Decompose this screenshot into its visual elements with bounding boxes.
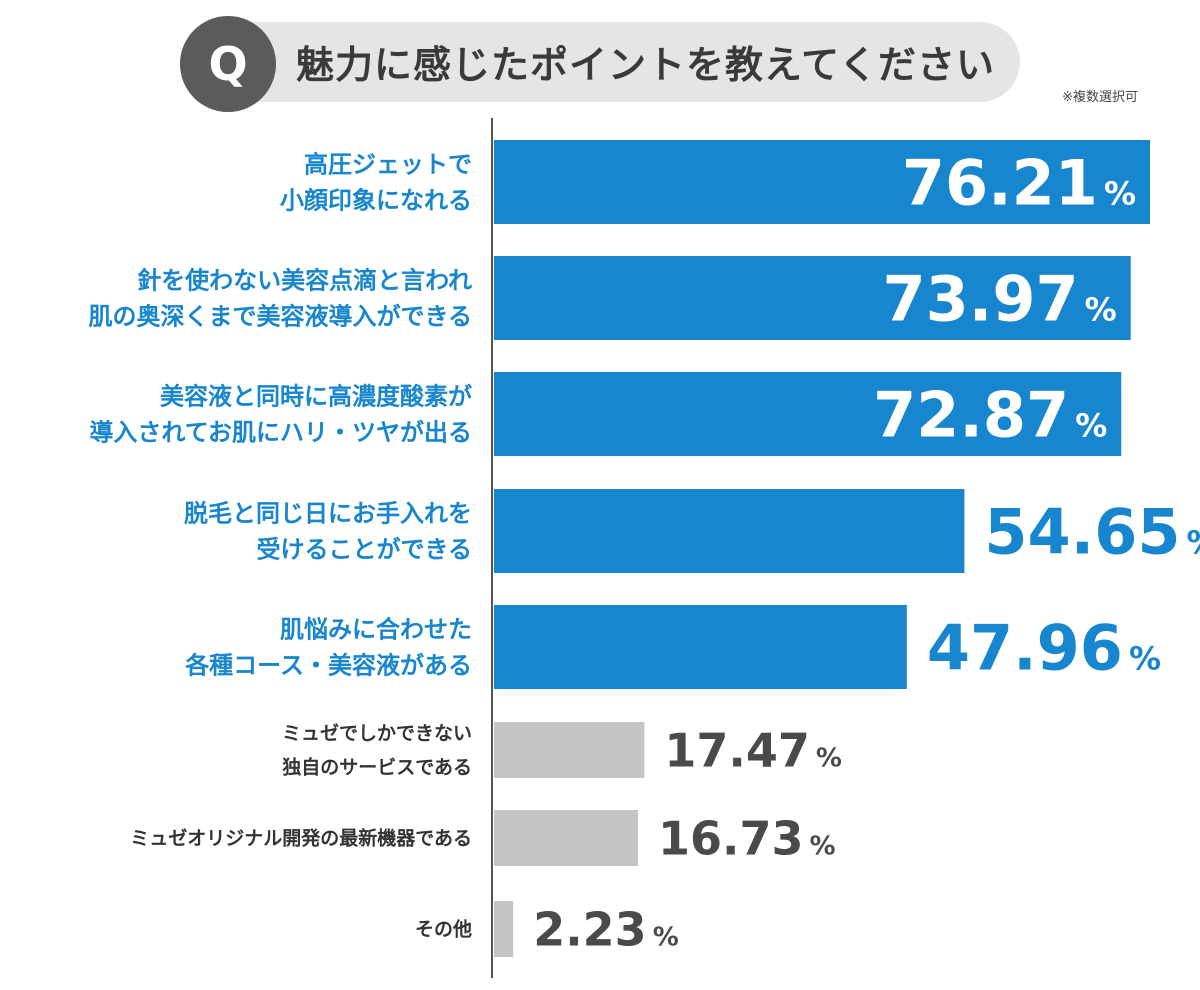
category-label: 高圧ジェットで — [304, 150, 472, 178]
category-label: ミュゼでしかできない — [282, 722, 472, 745]
percent-unit: % — [653, 923, 679, 953]
value-number: 73.97 — [883, 262, 1079, 335]
category-label: 針を使わない美容点滴と言われ — [137, 266, 472, 294]
category-label: 小顔印象になれる — [280, 186, 472, 214]
question-banner — [180, 22, 1020, 102]
value-number: 54.65 — [984, 495, 1180, 568]
percent-unit: % — [816, 744, 842, 774]
category-label: その他 — [415, 918, 472, 941]
multiple-choice-note: ※複数選択可 — [1062, 90, 1138, 105]
value-number: 76.21 — [902, 146, 1098, 219]
category-label: 受けることができる — [256, 535, 472, 563]
bar-8 — [494, 901, 514, 957]
category-label: 肌の奥深くまで美容液導入ができる — [88, 302, 472, 330]
value-label: 72.87% — [873, 378, 1107, 451]
bar-6 — [494, 722, 645, 778]
percent-unit: % — [810, 832, 836, 862]
bar-4 — [494, 489, 965, 573]
percent-unit: % — [1085, 290, 1117, 328]
category-label: 脱毛と同じ日にお手入れを — [184, 499, 472, 527]
category-label: 導入されてお肌にハリ・ツヤが出る — [89, 418, 472, 446]
bar-3 — [494, 372, 1122, 456]
value-number: 2.23 — [533, 903, 647, 957]
bar-5 — [494, 605, 907, 689]
value-number: 16.73 — [658, 812, 804, 866]
value-label: 47.96% — [927, 611, 1161, 684]
value-number: 72.87 — [873, 378, 1069, 451]
value-label: 16.73% — [658, 812, 836, 866]
category-label: 各種コース・美容液がある — [184, 651, 472, 679]
category-label: 肌悩みに合わせた — [280, 615, 472, 643]
bar-7 — [494, 810, 639, 866]
value-number: 47.96 — [927, 611, 1123, 684]
value-number: 17.47 — [664, 724, 810, 778]
value-label: 2.23% — [533, 903, 679, 957]
percent-unit: % — [1187, 523, 1200, 561]
percent-unit: % — [1075, 406, 1107, 444]
category-label: 独自のサービスである — [282, 756, 472, 779]
question-badge: Q — [180, 16, 276, 112]
value-label: 54.65% — [984, 495, 1200, 568]
category-label: 美容液と同時に高濃度酸素が — [160, 382, 472, 410]
value-label: 73.97% — [883, 262, 1117, 335]
question-title: 魅力に感じたポイントを教えてください — [296, 43, 995, 87]
percent-unit: % — [1104, 174, 1136, 212]
value-label: 17.47% — [664, 724, 842, 778]
value-label: 76.21% — [902, 146, 1136, 219]
category-label: ミュゼオリジナル開発の最新機器である — [130, 827, 472, 850]
bar-1 — [494, 140, 1150, 224]
bar-2 — [494, 256, 1131, 340]
percent-unit: % — [1129, 639, 1161, 677]
